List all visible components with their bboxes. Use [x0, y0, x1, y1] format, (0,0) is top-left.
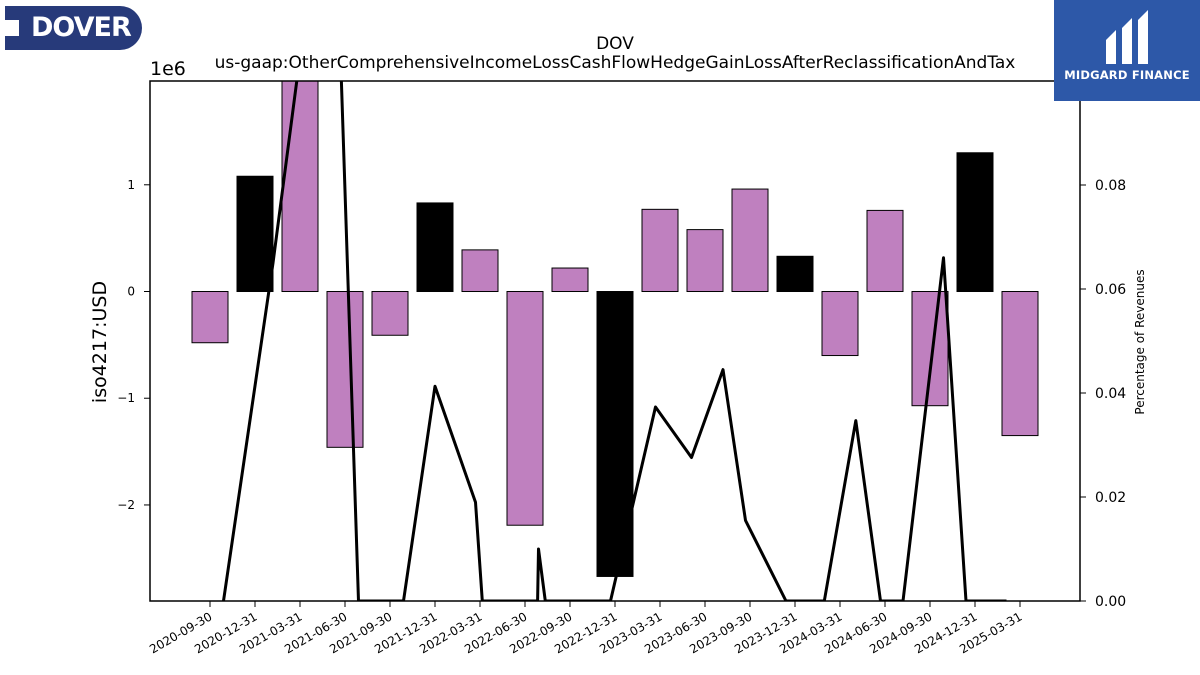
chart-subtitle: us-gaap:OtherComprehensiveIncomeLossCash…	[215, 53, 1016, 73]
bar-2021-12-31	[416, 202, 454, 293]
bar-2020-12-31	[236, 175, 274, 293]
bar-2021-06-30	[326, 291, 364, 448]
chart-title: DOV	[596, 34, 634, 54]
bar-2024-03-31	[821, 291, 859, 357]
bar-2023-12-31	[776, 255, 814, 293]
midgard-logo-text: MIDGARD FINANCE	[1064, 68, 1190, 82]
y2-tick-label: 0.02	[1095, 490, 1126, 506]
y-tick-label: −1	[117, 391, 135, 405]
bar-2023-09-30	[731, 188, 769, 293]
y-tick-label: −2	[117, 498, 135, 512]
y2-tick-label: 0.04	[1095, 386, 1126, 402]
y-tick-label: 1	[127, 178, 135, 192]
bar-2021-09-30	[371, 291, 409, 336]
y-axis-label: iso4217:USD	[89, 281, 111, 403]
bars-layer	[191, 81, 1039, 577]
bar-2024-12-31	[956, 152, 994, 293]
y2-tick-label: 0.06	[1095, 282, 1126, 298]
bar-2023-03-31	[641, 208, 679, 293]
bar-2020-09-30	[191, 291, 229, 344]
dover-logo: DOVER	[5, 6, 142, 50]
bar-2024-09-30	[911, 291, 949, 407]
y-tick-label: 0	[127, 285, 135, 299]
dover-logo-text: DOVER	[31, 12, 132, 43]
bar-2025-03-31	[1001, 291, 1039, 437]
y2-axis-label: Percentage of Revenues	[1133, 269, 1147, 414]
midgard-mark-icon	[1106, 10, 1148, 70]
midgard-finance-logo: MIDGARD FINANCE	[1054, 0, 1200, 101]
y2-tick-label: 0.08	[1095, 178, 1126, 194]
bar-2023-06-30	[686, 229, 724, 293]
dover-logo-shape	[5, 6, 142, 50]
y-offset-label: 1e6	[150, 58, 186, 80]
bar-2022-09-30	[551, 267, 589, 293]
bar-2022-03-31	[461, 249, 499, 293]
bar-2021-03-31	[281, 81, 319, 293]
bar-2022-06-30	[506, 291, 544, 526]
bar-2024-06-30	[866, 209, 904, 293]
y2-tick-label: 0.00	[1095, 594, 1126, 610]
